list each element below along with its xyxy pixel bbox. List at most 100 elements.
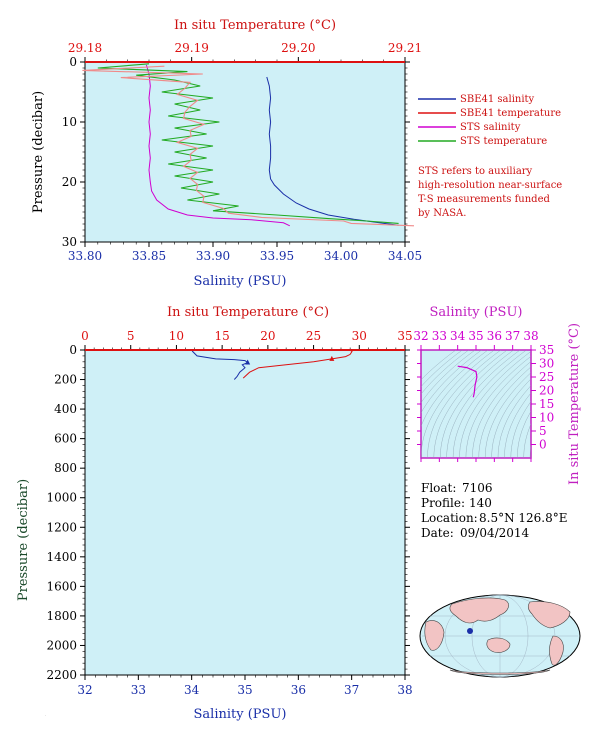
chart-top-series [82,63,415,227]
top-bottom-tick-label: 33.90 [196,249,230,263]
ts-top-tick-label: 37 [505,329,520,343]
ts-density-contour [523,423,531,458]
chart-profile-bottom-axis-label: Salinity (PSU) [194,707,287,722]
top-y-tick-label: 30 [62,235,77,249]
date-value: 09/04/2014 [460,526,530,540]
profile-top-tick-label: 5 [127,329,135,343]
top-bottom-tick-label: 33.85 [132,249,166,263]
ts-right-tick-label: 5 [539,424,547,438]
chart-ts-density-contours [421,350,531,458]
ts-top-tick-label: 35 [468,329,483,343]
chart-profile-plot-area [84,349,406,676]
profile-top-tick-label: 35 [397,329,412,343]
profile-value: 140 [469,496,492,510]
profile-temperature-line [242,349,353,379]
ts-right-tick-label: 0 [539,438,547,452]
top-bottom-tick-label: 33.80 [68,249,102,263]
note-line-4: by NASA. [418,208,466,219]
profile-y-tick-label: 800 [54,461,77,475]
series-sts-temperature [97,63,399,224]
ts-density-contour [421,350,482,414]
ts-density-contour [440,350,514,458]
land-africa [424,620,445,651]
profile-bottom-tick-label: 38 [397,683,412,697]
chart-ts-plot-area [420,349,532,459]
profile-top-tick-label: 10 [169,329,184,343]
profile-bottom-tick-label: 35 [237,683,252,697]
ts-density-contour [510,401,531,458]
profile-y-tick-label: 1600 [46,579,77,593]
note-line-1: STS refers to auxiliary [418,166,533,177]
date-label: Date: [421,526,454,540]
profile-y-tick-label: 200 [54,373,77,387]
ts-density-contour [421,350,495,458]
chart-ts-series [457,365,478,398]
chart-ts-right-axis-label: In situ Temperature (°C) [567,323,582,485]
profile-y-tick-label: 1400 [46,550,77,564]
chart-profile-y-axis-label: Pressure (decibar) [16,479,31,601]
ts-top-tick-label: 36 [487,329,502,343]
ts-density-contour [446,350,521,458]
ts-density-contour [491,378,531,458]
chart-profile-ticks: 32 33 34 35 36 37 38 0 5 10 15 20 25 30 35 0 200 400 600 80… [46,329,412,697]
location-value: 8.5°N 126.8°E [479,511,568,525]
chart-top-legend: SBE41 salinity SBE41 temperature STS sal… [418,94,561,147]
profile-temperature-marker [329,355,335,361]
profile-y-tick-label: 400 [54,402,77,416]
ts-right-tick-label: 15 [539,397,554,411]
ts-top-tick-label: 34 [450,329,466,343]
profile-salinity-marker [245,359,251,365]
profile-bottom-tick-label: 32 [77,683,92,697]
ts-density-contour [421,350,469,395]
ts-right-tick-label: 30 [539,357,554,371]
land-south-america [549,635,564,666]
profile-y-tick-label: 0 [69,343,77,357]
ts-density-contour [421,350,456,381]
ts-density-contour [433,350,508,458]
profile-top-tick-label: 20 [260,329,275,343]
ts-density-contour [504,392,531,458]
ts-right-tick-label: 35 [539,343,554,357]
profile-bottom-tick-label: 37 [344,683,359,697]
profile-top-tick-label: 0 [81,329,89,343]
ts-density-contour [452,350,527,458]
chart-top-bottom-axis-label: Salinity (PSU) [194,274,287,289]
ts-right-tick-label: 25 [539,370,554,384]
location-label: Location: [421,511,478,525]
profile-y-tick-label: 2200 [46,668,77,682]
profile-y-tick-label: 1000 [46,491,77,505]
ts-density-contour [421,350,476,404]
profile-bottom-tick-label: 36 [291,683,306,697]
land-asia [449,597,509,624]
legend-label-sbe41-temperature: SBE41 temperature [460,108,561,119]
top-y-tick-label: 20 [62,175,77,189]
chart-profile-series [191,349,353,380]
note-line-2: high-resolution near-surface [418,180,562,191]
legend-label-sbe41-salinity: SBE41 salinity [460,94,535,105]
ts-density-contour [517,410,531,458]
float-location-marker [467,628,473,634]
chart-top-note: STS refers to auxiliary high-resolution … [418,166,562,219]
chart-top-plot-area [84,61,406,243]
top-y-tick-label: 10 [62,115,77,129]
ts-density-contour [497,385,531,458]
ts-density-contour [421,350,463,387]
profile-label: Profile: [421,496,465,510]
profile-y-tick-label: 1800 [46,609,77,623]
ts-density-contour [427,350,501,458]
chart-top-ticks: 33.80 33.85 33.90 33.95 34.00 34.05 29.18 29.19… [62,41,422,263]
ts-curve [457,365,478,398]
top-top-tick-label: 29.19 [174,41,208,55]
chart-top-top-axis-label: In situ Temperature (°C) [174,18,336,33]
profile-bottom-tick-label: 34 [184,683,200,697]
chart-top: 33.80 33.85 33.90 33.95 34.00 34.05 29.18 29.19… [31,18,562,289]
land-australia [486,637,511,653]
land-antarctica [449,669,551,675]
ts-density-contour [478,366,531,458]
globe-land [424,597,571,675]
footer-fineprint: · [45,713,46,717]
land-north-america [527,601,571,629]
profile-y-tick-label: 1200 [46,520,77,534]
